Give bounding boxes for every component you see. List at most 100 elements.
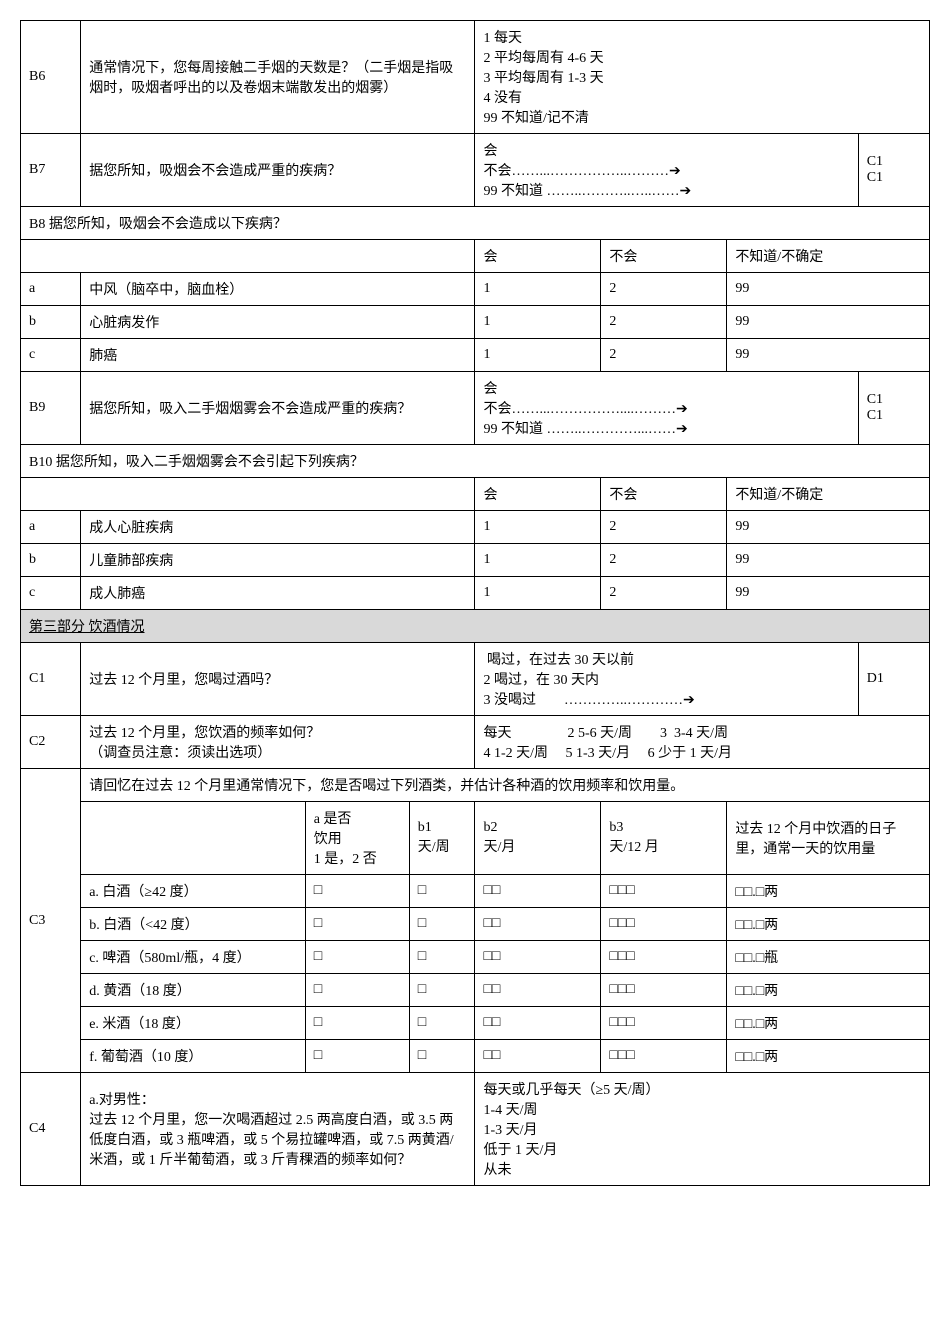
b8-row-a-id: a bbox=[21, 273, 81, 306]
section3-title: 第三部分 饮酒情况 bbox=[21, 610, 930, 643]
b10-row-c-id: c bbox=[21, 577, 81, 610]
c3-row-4-a[interactable]: □ bbox=[305, 1007, 409, 1040]
c3-row-2-b2[interactable]: □□ bbox=[475, 941, 601, 974]
c3-row-3-a[interactable]: □ bbox=[305, 974, 409, 1007]
c3-blank bbox=[81, 802, 305, 875]
b10-col-no: 不会 bbox=[601, 478, 727, 511]
c3-row-1-b1[interactable]: □ bbox=[409, 908, 475, 941]
b10-row-b-unknown: 99 bbox=[727, 544, 930, 577]
c3-row-5-b3[interactable]: □□□ bbox=[601, 1040, 727, 1073]
b10-row-a-no: 2 bbox=[601, 511, 727, 544]
c3-row-2-b3[interactable]: □□□ bbox=[601, 941, 727, 974]
c4-id: C4 bbox=[21, 1073, 81, 1186]
c3-row-3-b2[interactable]: □□ bbox=[475, 974, 601, 1007]
c3-row-4-b3[interactable]: □□□ bbox=[601, 1007, 727, 1040]
b10-row-c-yes: 1 bbox=[475, 577, 601, 610]
c3-row-4-b2[interactable]: □□ bbox=[475, 1007, 601, 1040]
c3-row-1-b2[interactable]: □□ bbox=[475, 908, 601, 941]
b9-options: 会 不会……...……………....………➔ 99 不知道 ……..…………..… bbox=[475, 372, 858, 445]
c3-row-2-a[interactable]: □ bbox=[305, 941, 409, 974]
c3-row-1-b3[interactable]: □□□ bbox=[601, 908, 727, 941]
b8-header: B8 据您所知，吸烟会不会造成以下疾病？ bbox=[21, 207, 930, 240]
c3-col-b3: b3 天/12 月 bbox=[601, 802, 727, 875]
b10-row-c-label: 成人肺癌 bbox=[81, 577, 475, 610]
b6-id: B6 bbox=[21, 21, 81, 134]
c1-options: 喝过，在过去 30 天以前 2 喝过，在 30 天内 3 没喝过 …………..…… bbox=[475, 643, 858, 716]
c1-question: 过去 12 个月里，您喝过酒吗？ bbox=[81, 643, 475, 716]
b8-row-c-yes: 1 bbox=[475, 339, 601, 372]
c2-id: C2 bbox=[21, 716, 81, 769]
b8-row-b-yes: 1 bbox=[475, 306, 601, 339]
b10-row-a-id: a bbox=[21, 511, 81, 544]
b8-col-no: 不会 bbox=[601, 240, 727, 273]
b10-row-a-yes: 1 bbox=[475, 511, 601, 544]
b10-row-c-unknown: 99 bbox=[727, 577, 930, 610]
c3-row-5-unit[interactable]: □□.□两 bbox=[727, 1040, 930, 1073]
c4-options: 每天或几乎每天（≥5 天/周） 1-4 天/周 1-3 天/月 低于 1 天/月… bbox=[475, 1073, 930, 1186]
b8-row-b-unknown: 99 bbox=[727, 306, 930, 339]
b8-blank bbox=[21, 240, 475, 273]
c3-row-3-b3[interactable]: □□□ bbox=[601, 974, 727, 1007]
b10-col-yes: 会 bbox=[475, 478, 601, 511]
b10-row-b-id: b bbox=[21, 544, 81, 577]
b8-row-a-yes: 1 bbox=[475, 273, 601, 306]
c3-row-3-label: d. 黄酒（18 度） bbox=[81, 974, 305, 1007]
b7-options: 会 不会……...……………..………➔ 99 不知道 ……..………..…..… bbox=[475, 134, 858, 207]
b10-row-b-label: 儿童肺部疾病 bbox=[81, 544, 475, 577]
c3-row-1-unit[interactable]: □□.□两 bbox=[727, 908, 930, 941]
c3-row-1-a[interactable]: □ bbox=[305, 908, 409, 941]
b8-row-c-id: c bbox=[21, 339, 81, 372]
c1-right: D1 bbox=[858, 643, 929, 716]
c3-col-b2: b2 天/月 bbox=[475, 802, 601, 875]
c3-row-4-b1[interactable]: □ bbox=[409, 1007, 475, 1040]
b8-row-c-no: 2 bbox=[601, 339, 727, 372]
questionnaire-table: B6 通常情况下，您每周接触二手烟的天数是？（二手烟是指吸烟时，吸烟者呼出的以及… bbox=[20, 20, 930, 1186]
b8-col-unknown: 不知道/不确定 bbox=[727, 240, 930, 273]
c3-row-0-b1[interactable]: □ bbox=[409, 875, 475, 908]
c3-row-2-b1[interactable]: □ bbox=[409, 941, 475, 974]
b8-row-c-label: 肺癌 bbox=[81, 339, 475, 372]
b6-question: 通常情况下，您每周接触二手烟的天数是？（二手烟是指吸烟时，吸烟者呼出的以及卷烟末… bbox=[81, 21, 475, 134]
c1-id: C1 bbox=[21, 643, 81, 716]
b7-right: C1 C1 bbox=[858, 134, 929, 207]
c3-row-0-b3[interactable]: □□□ bbox=[601, 875, 727, 908]
c3-row-5-a[interactable]: □ bbox=[305, 1040, 409, 1073]
c3-row-5-label: f. 葡萄酒（10 度） bbox=[81, 1040, 305, 1073]
c3-col-c: 过去 12 个月中饮酒的日子里，通常一天的饮用量 bbox=[727, 802, 930, 875]
c3-row-5-b2[interactable]: □□ bbox=[475, 1040, 601, 1073]
b8-row-a-unknown: 99 bbox=[727, 273, 930, 306]
b8-row-c-unknown: 99 bbox=[727, 339, 930, 372]
c2-options: 每天 2 5-6 天/周 3 3-4 天/周 4 1-2 天/周 5 1-3 天… bbox=[475, 716, 930, 769]
b10-blank bbox=[21, 478, 475, 511]
c3-row-2-unit[interactable]: □□.□瓶 bbox=[727, 941, 930, 974]
c3-row-3-b1[interactable]: □ bbox=[409, 974, 475, 1007]
b8-row-b-id: b bbox=[21, 306, 81, 339]
b9-id: B9 bbox=[21, 372, 81, 445]
b10-row-b-no: 2 bbox=[601, 544, 727, 577]
b8-row-b-label: 心脏病发作 bbox=[81, 306, 475, 339]
b9-question: 据您所知，吸入二手烟烟雾会不会造成严重的疾病？ bbox=[81, 372, 475, 445]
b10-row-b-yes: 1 bbox=[475, 544, 601, 577]
b8-col-yes: 会 bbox=[475, 240, 601, 273]
b7-question: 据您所知，吸烟会不会造成严重的疾病？ bbox=[81, 134, 475, 207]
c2-question: 过去 12 个月里，您饮酒的频率如何？ （调查员注意：须读出选项） bbox=[81, 716, 475, 769]
c3-row-3-unit[interactable]: □□.□两 bbox=[727, 974, 930, 1007]
b8-row-b-no: 2 bbox=[601, 306, 727, 339]
c3-row-0-b2[interactable]: □□ bbox=[475, 875, 601, 908]
c3-col-b1: b1 天/周 bbox=[409, 802, 475, 875]
c3-row-0-a[interactable]: □ bbox=[305, 875, 409, 908]
c4-question: a.对男性： 过去 12 个月里，您一次喝酒超过 2.5 两高度白酒，或 3.5… bbox=[81, 1073, 475, 1186]
c3-header: 请回忆在过去 12 个月里通常情况下，您是否喝过下列酒类，并估计各种酒的饮用频率… bbox=[81, 769, 930, 802]
b10-row-a-unknown: 99 bbox=[727, 511, 930, 544]
b10-header: B10 据您所知，吸入二手烟烟雾会不会引起下列疾病？ bbox=[21, 445, 930, 478]
c3-row-5-b1[interactable]: □ bbox=[409, 1040, 475, 1073]
c3-row-1-label: b. 白酒（<42 度） bbox=[81, 908, 305, 941]
c3-row-4-unit[interactable]: □□.□两 bbox=[727, 1007, 930, 1040]
c3-row-0-unit[interactable]: □□.□两 bbox=[727, 875, 930, 908]
c3-row-2-label: c. 啤酒（580ml/瓶，4 度） bbox=[81, 941, 305, 974]
c3-col-a: a 是否 饮用 1 是，2 否 bbox=[305, 802, 409, 875]
c3-row-4-label: e. 米酒（18 度） bbox=[81, 1007, 305, 1040]
b8-row-a-no: 2 bbox=[601, 273, 727, 306]
c3-row-0-label: a. 白酒（≥42 度） bbox=[81, 875, 305, 908]
b10-row-a-label: 成人心脏疾病 bbox=[81, 511, 475, 544]
